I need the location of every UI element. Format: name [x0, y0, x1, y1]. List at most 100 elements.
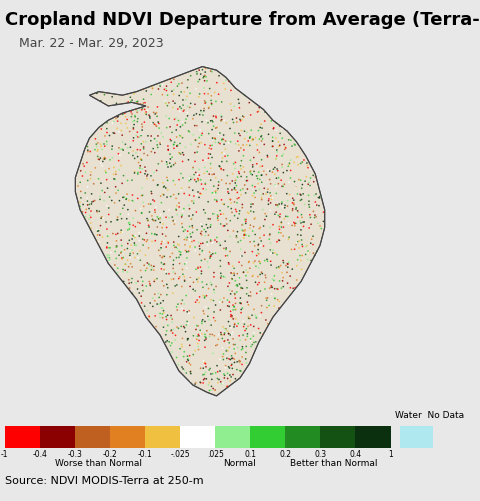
Point	[228, 107, 235, 115]
Point	[271, 295, 278, 303]
Point	[216, 263, 224, 271]
Point	[201, 344, 209, 352]
Point	[264, 152, 271, 160]
Point	[218, 116, 226, 124]
Point	[285, 236, 292, 244]
Point	[188, 216, 195, 224]
Point	[125, 219, 132, 227]
Point	[182, 292, 190, 300]
Point	[307, 175, 314, 183]
Point	[217, 113, 225, 121]
Point	[228, 205, 235, 213]
Point	[146, 300, 154, 308]
Point	[288, 207, 296, 215]
Point	[159, 230, 167, 238]
Point	[271, 295, 279, 303]
Point	[301, 178, 309, 186]
Point	[152, 204, 159, 212]
Point	[151, 297, 158, 305]
Point	[297, 160, 304, 168]
Point	[226, 180, 234, 188]
Point	[200, 376, 207, 384]
Point	[179, 343, 186, 351]
Point	[126, 221, 133, 229]
Point	[193, 71, 201, 79]
Point	[163, 87, 170, 95]
Point	[215, 336, 222, 344]
Point	[198, 320, 206, 328]
Point	[276, 223, 283, 231]
Point	[224, 328, 231, 336]
Point	[237, 295, 244, 303]
Point	[282, 213, 289, 221]
Point	[230, 359, 238, 367]
Point	[207, 253, 215, 261]
Point	[154, 213, 161, 221]
Point	[235, 130, 243, 138]
Point	[101, 133, 109, 141]
Point	[122, 120, 130, 128]
Point	[156, 139, 164, 147]
Point	[251, 258, 259, 266]
Point	[169, 269, 177, 277]
Point	[192, 191, 200, 199]
Point	[148, 212, 156, 220]
Point	[185, 128, 192, 136]
Point	[97, 180, 105, 188]
Point	[95, 156, 102, 164]
Point	[244, 269, 252, 277]
Point	[201, 371, 208, 379]
Point	[175, 233, 182, 241]
Point	[147, 137, 155, 145]
Point	[221, 337, 228, 345]
Point	[178, 220, 186, 228]
Point	[226, 344, 233, 352]
Point	[139, 282, 146, 290]
Point	[233, 208, 240, 216]
Point	[182, 369, 190, 377]
Point	[233, 289, 240, 297]
Point	[127, 241, 135, 249]
Point	[110, 164, 118, 172]
Point	[263, 171, 270, 179]
Point	[174, 301, 182, 309]
Point	[224, 188, 232, 196]
Point	[177, 251, 184, 259]
Point	[180, 205, 188, 213]
Point	[124, 144, 132, 152]
Point	[87, 172, 95, 180]
Point	[101, 154, 108, 162]
Point	[155, 247, 163, 255]
Point	[197, 264, 204, 272]
Point	[108, 94, 116, 102]
Point	[240, 269, 247, 277]
Point	[230, 198, 238, 206]
Point	[129, 232, 136, 240]
Point	[102, 155, 109, 163]
Point	[297, 192, 305, 200]
Point	[254, 175, 262, 183]
Point	[281, 202, 289, 210]
Point	[229, 335, 237, 343]
Point	[203, 78, 211, 86]
Point	[146, 115, 154, 123]
Point	[204, 224, 212, 232]
Point	[212, 98, 220, 106]
Point	[187, 274, 194, 282]
Point	[149, 177, 157, 185]
Point	[202, 99, 210, 107]
Point	[114, 187, 122, 195]
Point	[254, 180, 262, 188]
Point	[173, 134, 180, 142]
Point	[173, 211, 181, 219]
Point	[169, 98, 177, 106]
Text: .025: .025	[207, 449, 224, 458]
Point	[189, 115, 197, 123]
Point	[198, 279, 206, 287]
Point	[158, 278, 166, 286]
Point	[191, 122, 199, 130]
Point	[231, 320, 239, 328]
Point	[278, 183, 286, 191]
Point	[274, 202, 281, 210]
Point	[295, 176, 303, 184]
